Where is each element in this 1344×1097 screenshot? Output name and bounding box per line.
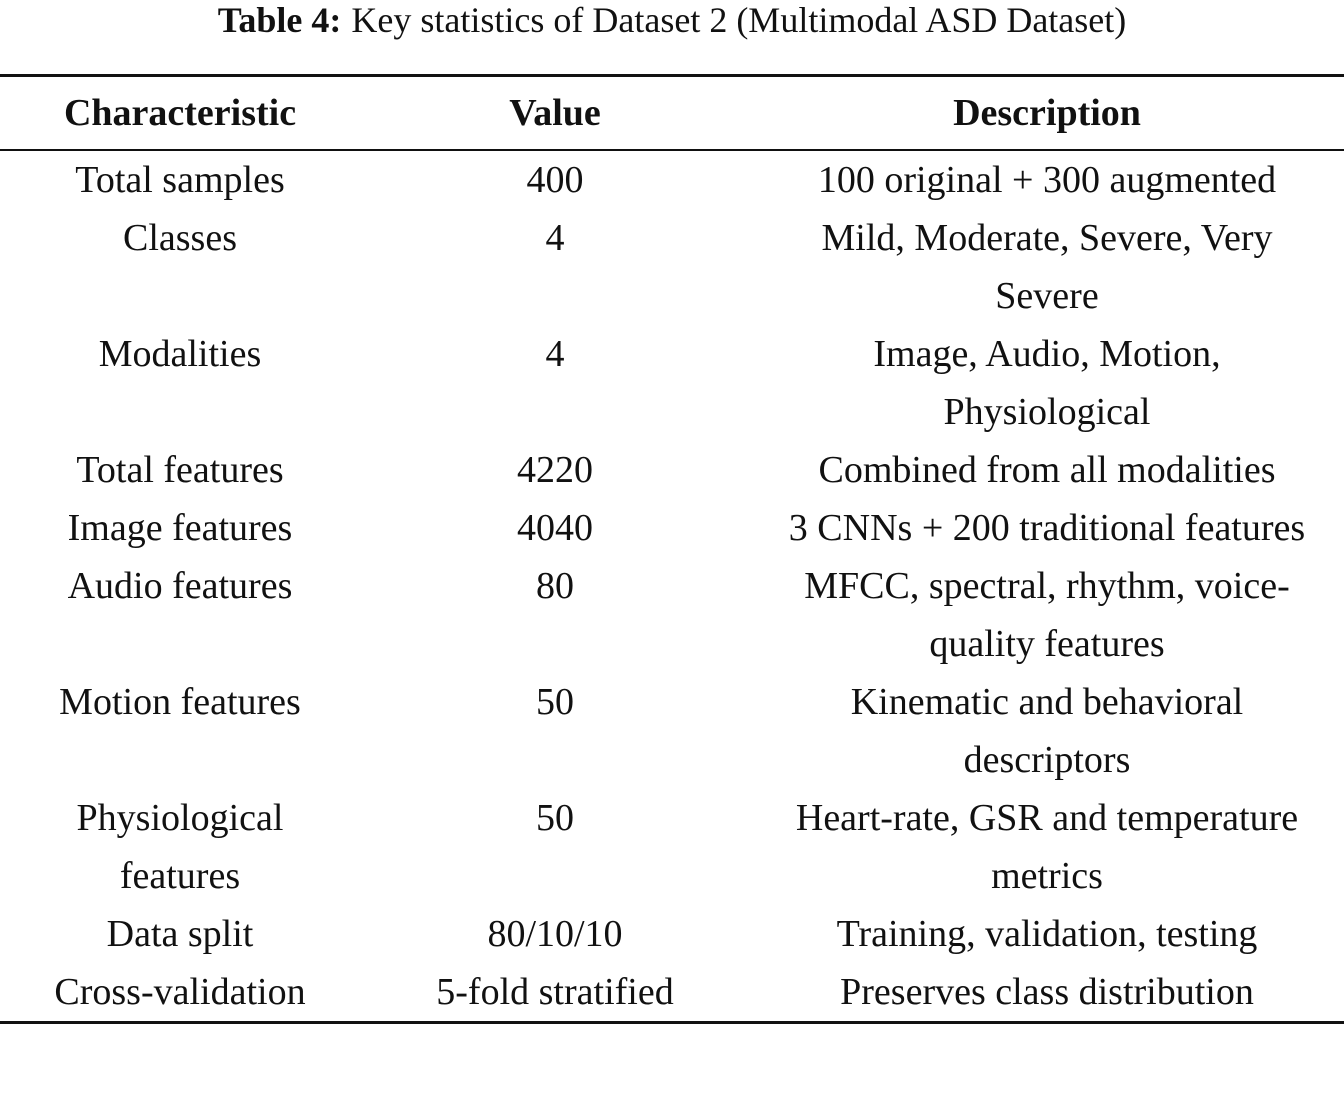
table-cell: Classes [123, 217, 237, 259]
table-cell: 100 original + 300 augmented [817, 159, 1277, 201]
table-cell: 4220 [517, 449, 593, 491]
table-cell: 4040 [517, 507, 593, 549]
table-cell: Preserves class distribution [840, 971, 1254, 1013]
column-header: Value [509, 92, 601, 134]
table-cell: Modalities [98, 333, 262, 375]
table-cell: 5-fold stratified [436, 971, 674, 1013]
table-row: Data split 80/10/10 Training, validation, … [0, 905, 1344, 963]
table-cell: Combined from all modalities [818, 449, 1276, 491]
table-row: Modalities 4 Image, Audio, Motion, Physiol… [0, 325, 1344, 441]
table-row: Motion features 50 Kinematic and behaviora… [0, 673, 1344, 789]
table-cell: Total features [76, 449, 284, 491]
table-cell: Image, Audio, Motion, Physiological [873, 333, 1221, 433]
table-cell: MFCC, spectral, rhythm, voice-quality fe… [804, 565, 1290, 665]
table-cell: 4 [545, 333, 565, 375]
table-cell: Motion features [59, 681, 301, 723]
table-row: Total features 4220 Combined from all moda… [0, 441, 1344, 499]
table-cell: Training, validation, testing [836, 913, 1258, 955]
table-body: Total samples 400 100 original + 300 augme… [0, 150, 1344, 1023]
table-cell: Heart-rate, GSR and temperature metrics [795, 797, 1299, 897]
table-cell: Mild, Moderate, Severe, Very Severe [821, 217, 1273, 317]
column-header: Characteristic [63, 92, 297, 134]
table-cell: Cross-validation [54, 971, 306, 1013]
table-cell: 80 [536, 565, 574, 607]
table-cell: 50 [536, 681, 574, 723]
table-row: Total samples 400 100 original + 300 augme… [0, 150, 1344, 209]
table-cell: 50 [536, 797, 574, 839]
table-cell: Data split [106, 913, 254, 955]
column-header: Description [953, 92, 1141, 134]
caption-text: Key statistics of Dataset 2 (Multimodal … [351, 0, 1127, 40]
stats-table: Characteristic Value Description Total sam… [0, 74, 1344, 1024]
table-cell: Kinematic and behavioral descriptors [850, 681, 1244, 781]
table-cell: Image features [67, 507, 293, 549]
header-row: Characteristic Value Description [0, 75, 1344, 150]
table-caption: Table 4: Key statistics of Dataset 2 (Mul… [0, 0, 1344, 74]
table-cell: 3 CNNs + 200 traditional features [788, 507, 1306, 549]
table-row: Physiological features 50 Heart-rate, GSR … [0, 789, 1344, 905]
caption-label: Table 4: [217, 0, 342, 40]
table-cell: Audio features [67, 565, 293, 607]
table-cell: Physiological features [76, 797, 284, 897]
table-cell: 400 [526, 159, 584, 201]
table-row: Audio features 80 MFCC, spectral, rhythm, … [0, 557, 1344, 673]
table-row: Classes 4 Mild, Moderate, Severe, Very Sev… [0, 209, 1344, 325]
table-cell: 80/10/10 [487, 913, 623, 955]
table-head: Characteristic Value Description [0, 75, 1344, 150]
table-row: Image features 4040 3 CNNs + 200 tradition… [0, 499, 1344, 557]
table-cell: 4 [545, 217, 565, 259]
table-cell: Total samples [75, 159, 285, 201]
table-row: Cross-validation 5-fold stratified Preserv… [0, 963, 1344, 1023]
